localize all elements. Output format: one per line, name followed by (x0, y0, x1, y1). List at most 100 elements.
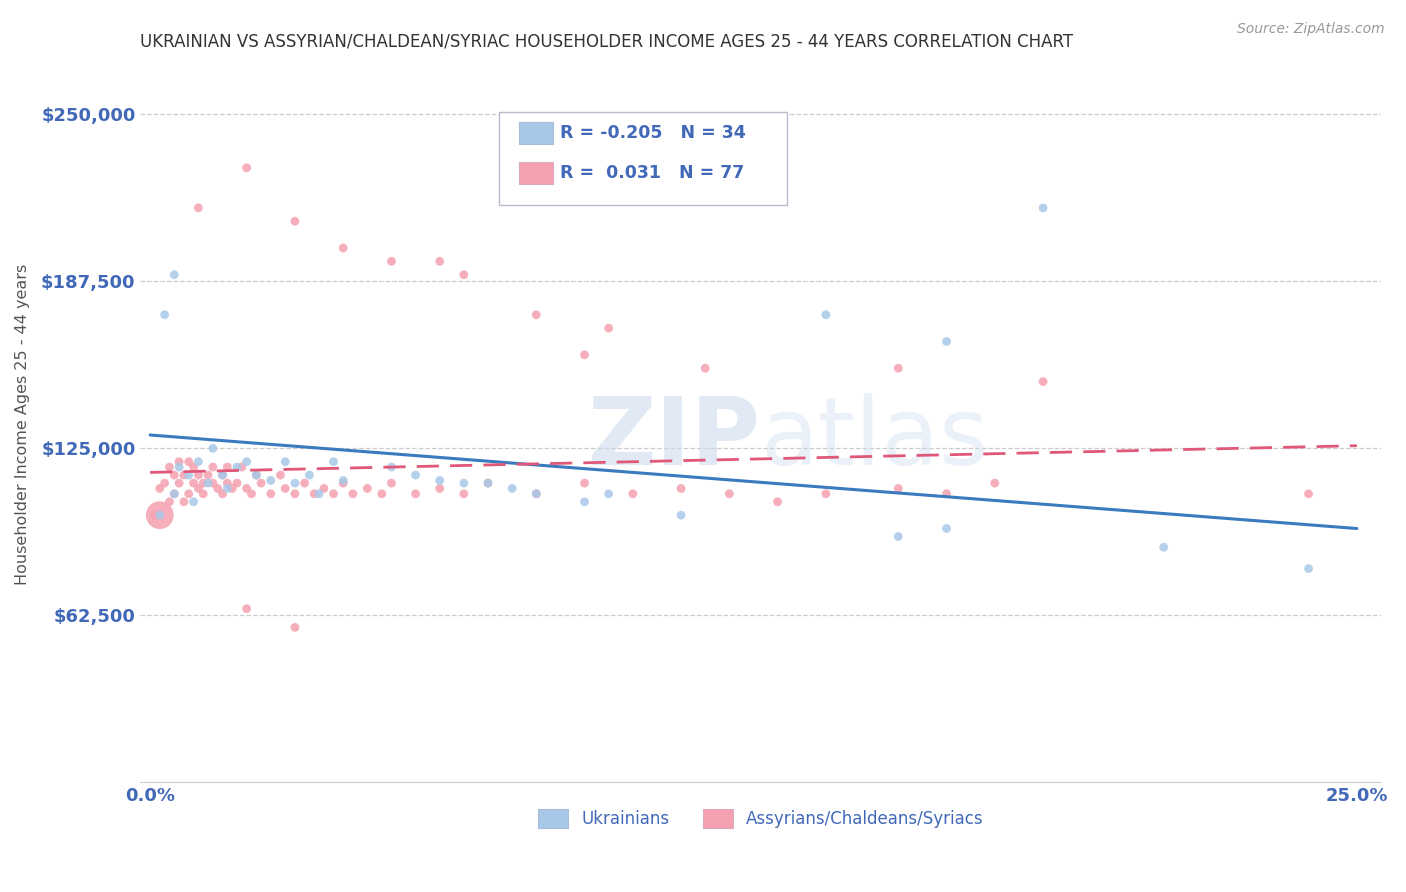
Point (250, 476, 273, 491)
Point (167, 460, 190, 475)
Point (814, 487, 837, 501)
Point (163, 487, 186, 501)
Point (226, 460, 249, 475)
Point (1032, 201, 1054, 215)
Point (322, 487, 344, 501)
Point (177, 468, 200, 483)
Point (269, 468, 291, 483)
Point (177, 455, 200, 469)
Point (429, 482, 451, 496)
Point (260, 474, 283, 488)
Point (524, 487, 547, 501)
Point (298, 468, 321, 483)
Point (193, 476, 215, 491)
Point (887, 482, 910, 496)
Point (177, 487, 200, 501)
Point (984, 476, 1007, 491)
Point (153, 476, 176, 491)
Point (231, 460, 253, 475)
Point (695, 361, 717, 376)
Point (294, 476, 316, 491)
Point (574, 348, 596, 362)
Point (201, 442, 224, 456)
Point (163, 468, 186, 483)
Point (201, 476, 224, 491)
Point (173, 495, 195, 509)
Point (207, 482, 229, 496)
Point (669, 508, 692, 523)
Point (163, 487, 186, 501)
Point (332, 476, 354, 491)
Point (453, 268, 475, 282)
Legend: Ukrainians, Assyrians/Chaldeans/Syriacs: Ukrainians, Assyrians/Chaldeans/Syriacs (531, 802, 990, 835)
Point (149, 482, 172, 496)
Point (332, 241, 354, 255)
Point (1153, 540, 1175, 554)
Point (153, 308, 176, 322)
Point (226, 476, 249, 491)
Point (371, 487, 394, 501)
Point (187, 468, 209, 483)
Point (380, 460, 402, 475)
Point (183, 495, 205, 509)
Text: UKRAINIAN VS ASSYRIAN/CHALDEAN/SYRIAC HOUSEHOLDER INCOME AGES 25 - 44 YEARS CORR: UKRAINIAN VS ASSYRIAN/CHALDEAN/SYRIAC HO… (141, 33, 1074, 51)
Point (235, 601, 257, 615)
Point (574, 476, 596, 491)
Point (312, 482, 335, 496)
Point (284, 487, 307, 501)
Point (814, 308, 837, 322)
Point (201, 460, 224, 475)
Point (173, 468, 195, 483)
Point (598, 487, 620, 501)
Point (183, 476, 205, 491)
Text: R =  0.031   N = 77: R = 0.031 N = 77 (560, 164, 744, 182)
Point (669, 482, 692, 496)
Point (143, 508, 166, 523)
Point (1298, 561, 1320, 575)
Point (159, 495, 181, 509)
Point (501, 482, 523, 496)
Point (405, 468, 427, 483)
Point (235, 455, 257, 469)
Point (187, 455, 209, 469)
Point (163, 268, 186, 282)
Point (217, 482, 239, 496)
Point (935, 487, 957, 501)
Point (332, 474, 354, 488)
Point (598, 321, 620, 335)
Point (887, 361, 910, 376)
Point (284, 214, 307, 228)
Point (477, 476, 499, 491)
Text: R = -0.205   N = 34: R = -0.205 N = 34 (560, 124, 745, 142)
Point (217, 460, 239, 475)
Point (380, 254, 402, 268)
Point (274, 482, 297, 496)
Point (221, 482, 243, 496)
Y-axis label: Householder Income Ages 25 - 44 years: Householder Income Ages 25 - 44 years (15, 264, 30, 585)
Point (167, 476, 190, 491)
Point (477, 476, 499, 491)
Point (429, 474, 451, 488)
Point (217, 476, 239, 491)
Point (935, 334, 957, 349)
Point (211, 468, 233, 483)
Point (187, 482, 209, 496)
Point (308, 487, 330, 501)
Point (274, 455, 297, 469)
Point (1298, 487, 1320, 501)
Point (621, 487, 644, 501)
Point (405, 487, 427, 501)
Point (524, 487, 547, 501)
Point (718, 487, 741, 501)
Point (766, 495, 789, 509)
Point (524, 308, 547, 322)
Point (887, 529, 910, 543)
Point (197, 468, 219, 483)
Point (380, 476, 402, 491)
Point (193, 487, 215, 501)
Point (235, 161, 257, 175)
Point (211, 468, 233, 483)
Text: atlas: atlas (761, 392, 988, 484)
Point (235, 482, 257, 496)
Point (245, 468, 267, 483)
